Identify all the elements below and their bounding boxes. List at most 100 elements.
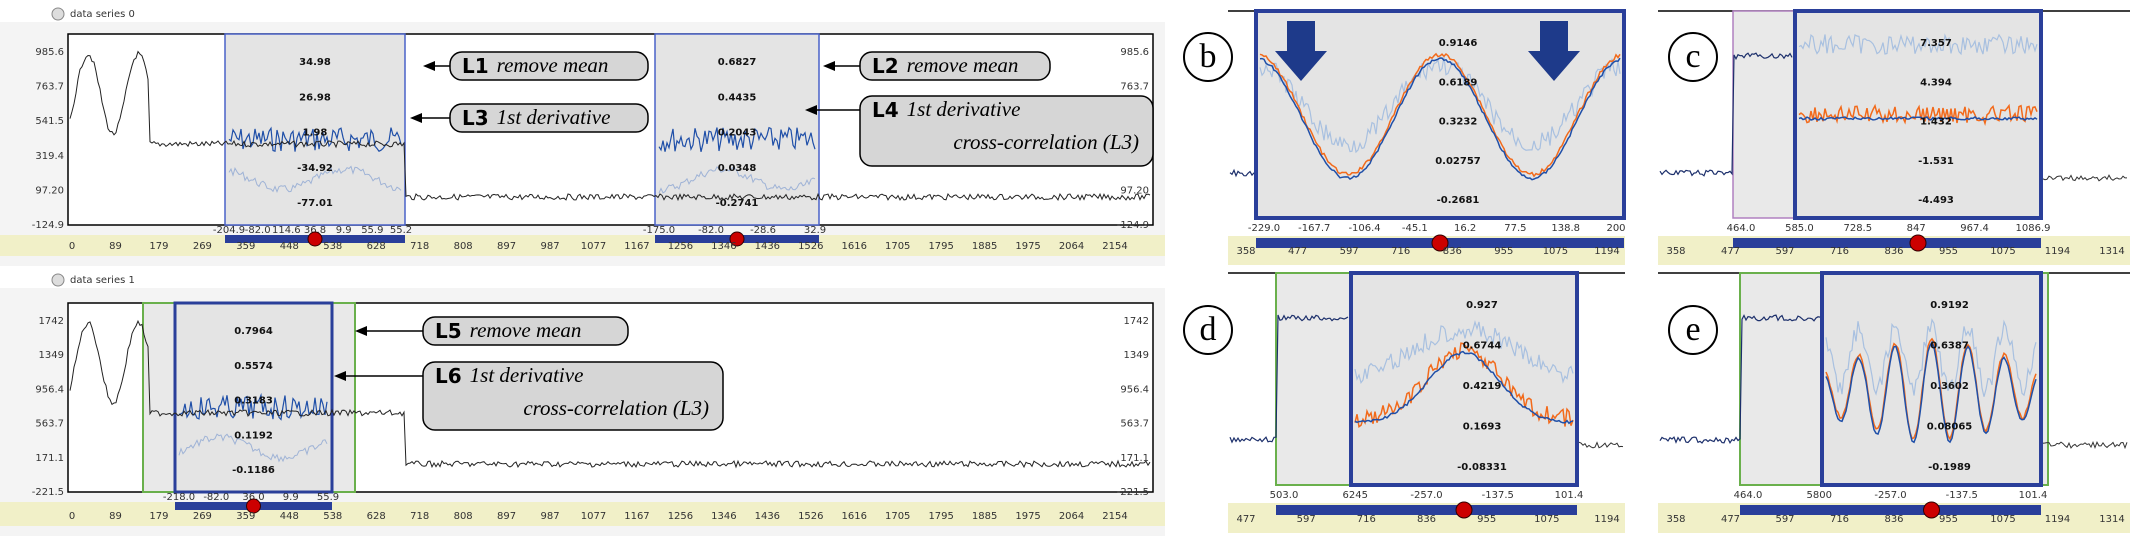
window-axis-label: 55.9 <box>317 492 339 503</box>
x-tick-label: 628 <box>367 511 386 522</box>
window-value-label: 1.432 <box>1920 117 1952 128</box>
callout-text-2: cross-correlation (L3) <box>523 396 709 420</box>
x-tick-label: 955 <box>1939 514 1958 525</box>
callout-id: L1 <box>462 54 489 78</box>
x-tick-label: 1795 <box>928 511 953 522</box>
window-signal <box>228 126 402 153</box>
x-tick-label: 1346 <box>711 511 736 522</box>
x-tick-label: 987 <box>540 241 559 252</box>
callout-box <box>859 95 1154 167</box>
window <box>1820 271 2043 487</box>
window-axis-label: -82.0 <box>245 225 271 236</box>
panel-label: c <box>1685 38 1700 75</box>
window-value-label: 0.6827 <box>718 57 757 68</box>
callout-text: L3 1st derivative <box>462 105 610 130</box>
y-tick-label-right: -221.5 <box>1117 487 1149 498</box>
x-tick-label: 269 <box>193 241 212 252</box>
y-tick-label: 319.4 <box>35 151 64 162</box>
window-axis-label: 503.0 <box>1270 490 1299 501</box>
panel-label: b <box>1200 38 1217 75</box>
window-axis-label: 1086.9 <box>2016 223 2051 234</box>
y-tick-label-right: -124.9 <box>1117 220 1149 231</box>
x-tick-label: 716 <box>1830 514 1849 525</box>
x-tick-label: 597 <box>1340 246 1359 257</box>
window-value-label: 0.7964 <box>234 326 273 337</box>
window-axis-label: 32.9 <box>804 225 826 236</box>
window-axis-label: 464.0 <box>1727 223 1756 234</box>
x-tick-label: 718 <box>410 241 429 252</box>
x-tick-label: 716 <box>1391 246 1410 257</box>
x-tick-label: 358 <box>1666 514 1685 525</box>
panel-label-circle <box>1668 305 1718 355</box>
collapse-icon <box>51 273 65 287</box>
window-value-label: 34.98 <box>299 57 331 68</box>
x-tick-label: 1705 <box>885 511 910 522</box>
callout-id: L6 <box>435 364 462 388</box>
window-handle <box>307 231 323 247</box>
x-tick-label: 448 <box>280 241 299 252</box>
window-value-label: 0.4435 <box>718 92 757 103</box>
x-tick-label: 1616 <box>842 511 867 522</box>
x-tick-label: 477 <box>1721 246 1740 257</box>
arrow-head <box>423 61 435 71</box>
signal-blue <box>1354 350 1574 425</box>
collapse-icon <box>51 7 65 21</box>
x-tick-label: 1885 <box>972 241 997 252</box>
x-tick-label: 836 <box>1417 514 1436 525</box>
x-tick-label: 1194 <box>2045 246 2070 257</box>
window-signal-light <box>178 433 328 463</box>
callout-label: 1st derivative <box>497 105 611 129</box>
window-value-label: -1.531 <box>1918 156 1954 167</box>
x-tick-label: 1075 <box>1990 514 2015 525</box>
callout-label: 1st derivative <box>907 97 1021 121</box>
x-tick-label: 538 <box>323 511 342 522</box>
signal-orange <box>1259 52 1621 178</box>
x-tick-label: 477 <box>1721 514 1740 525</box>
window-axis-label: 101.4 <box>2019 490 2048 501</box>
window-range-bar <box>1740 505 2041 515</box>
y-tick-label: 1349 <box>39 350 64 361</box>
y-tick-label: 956.4 <box>35 384 64 395</box>
window-axis-label: -257.0 <box>1874 490 1906 501</box>
callout-id: L4 <box>872 98 899 122</box>
signal-light <box>1798 33 2038 56</box>
x-tick-label: 358 <box>1236 246 1255 257</box>
x-tick-label: 716 <box>1357 514 1376 525</box>
window-value-label: -77.01 <box>297 198 333 209</box>
series-header: data series 0 <box>70 9 135 20</box>
window-axis-label: 464.0 <box>1734 490 1763 501</box>
window-axis-label: -82.0 <box>203 492 229 503</box>
x-tick-label: 0 <box>69 241 75 252</box>
x-tick-label: 358 <box>1666 246 1685 257</box>
window-range-bar <box>1276 505 1577 515</box>
window-axis-label: 585.0 <box>1785 223 1814 234</box>
arrow-head <box>334 371 346 381</box>
callout-label: 1st derivative <box>470 363 584 387</box>
x-tick-label: 1256 <box>668 511 693 522</box>
window-axis-label: -45.1 <box>1402 223 1428 234</box>
y-tick-label-right: 171.1 <box>1120 453 1149 464</box>
panel-label: d <box>1200 311 1217 348</box>
y-tick-label: 985.6 <box>35 47 64 58</box>
x-tick-label: 1194 <box>1594 514 1619 525</box>
window-signal-light <box>658 166 816 194</box>
window-value-label: -0.08331 <box>1457 462 1507 473</box>
window-axis-label: 55.9 <box>361 225 383 236</box>
x-tick-label: 477 <box>1288 246 1307 257</box>
window-value-label: 26.98 <box>299 92 331 103</box>
x-tick-label: 718 <box>410 511 429 522</box>
panel-label: e <box>1685 311 1700 348</box>
signal <box>69 319 1151 469</box>
y-tick-label-right: 1742 <box>1124 316 1149 327</box>
x-tick-label: 359 <box>236 511 255 522</box>
x-tick-label: 1705 <box>885 241 910 252</box>
down-arrow <box>1528 21 1580 81</box>
x-tick-label: 359 <box>236 241 255 252</box>
window-value-label: 1.98 <box>303 128 328 139</box>
callout-id: L3 <box>462 106 489 130</box>
x-tick-label: 716 <box>1830 246 1849 257</box>
signal-light <box>1354 319 1574 385</box>
x-tick-label: 597 <box>1775 514 1794 525</box>
y-tick-label-right: 763.7 <box>1120 82 1149 93</box>
